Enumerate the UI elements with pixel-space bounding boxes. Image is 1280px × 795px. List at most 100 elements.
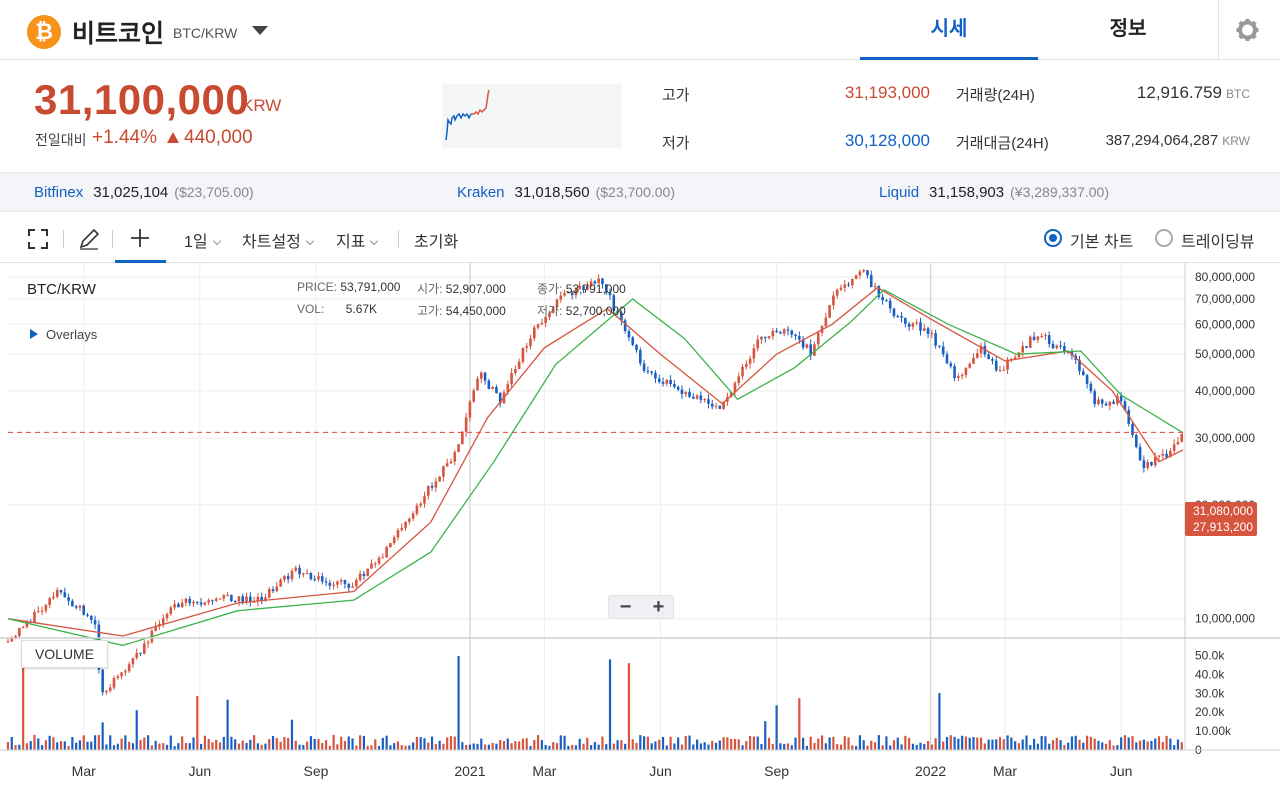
candle-body [854,275,858,279]
volume-bar [434,744,437,750]
volume-bar [983,743,986,750]
volume-bar [385,735,388,750]
volume-bar [230,736,233,750]
candle-body [623,320,627,331]
volume-bar [1157,736,1161,750]
volume-bar [419,737,422,750]
volume-bar [1089,736,1092,750]
candle-body [1180,433,1184,442]
indicators-menu[interactable]: 지표 [336,228,379,252]
x-tick-label: Jun [1110,763,1133,779]
candle-body [665,379,669,384]
candle-body [366,568,369,576]
tradingview-radio[interactable] [1155,229,1173,247]
exchange-kraken[interactable]: Kraken 31,018,560 ($23,700.00) [457,184,676,201]
candle-body [286,576,290,580]
overlays-toggle[interactable]: Overlays [30,327,97,342]
volume-bar [953,736,956,750]
volume-bar [491,742,494,750]
volume-bar [59,741,63,750]
tab-price[interactable]: 시세 [860,0,1038,60]
volume-tick-label: 40.0k [1195,667,1225,681]
y-tick-label: 80,000,000 [1195,270,1255,284]
volume-bar [154,740,157,750]
candle-body [457,444,460,453]
candle-body [582,285,585,290]
candle-body [926,328,930,334]
volume-bar [559,735,562,750]
candle-body [1055,345,1059,349]
candle-body [551,307,555,313]
volume-bar [203,735,206,750]
candle-body [313,579,316,581]
candle-body [832,295,835,306]
candle-body [214,598,218,601]
exchange-bitfinex[interactable]: Bitfinex 31,025,104 ($23,705.00) [34,184,254,201]
candle-body [343,580,347,584]
exchange-liquid[interactable]: Liquid 31,158,903 (¥3,289,337.00) [879,184,1109,201]
volume-bar [370,745,373,750]
volume-tick-label: 20.0k [1195,705,1225,719]
volume-bar [40,745,44,750]
pencil-icon[interactable] [78,228,100,250]
candle-body [245,596,248,603]
volume-bar [942,741,945,750]
candle-body [71,600,74,607]
x-tick-label: Sep [303,763,328,779]
zoom-out-button[interactable]: − [619,596,632,618]
volume-bar [25,743,29,750]
basic-chart-radio[interactable] [1044,229,1062,247]
candle-body [290,570,294,580]
volume-bar [404,745,407,750]
y-tick-label: 30,000,000 [1195,431,1255,445]
settings-button[interactable] [1218,0,1280,60]
basic-chart-label[interactable]: 기본 차트 [1070,234,1134,251]
candle-body [404,521,407,528]
candle-body [816,332,820,345]
volume-bar [677,737,680,750]
candle-body [896,315,900,317]
candle-body [1063,345,1066,352]
volume-bar [56,742,59,750]
volume-bar [256,743,259,750]
volume-bar [332,734,335,750]
volume-bar [548,745,551,750]
candlestick-chart-svg[interactable]: 80,000,000 70,000,000 60,000,000 50,000,000… [0,263,1280,790]
price-chart[interactable]: 80,000,000 70,000,000 60,000,000 50,000,000… [0,263,1280,790]
zoom-in-button[interactable]: + [652,596,665,618]
volume-bar [480,738,483,750]
candle-body [805,344,809,348]
interval-select[interactable]: 1일 [184,228,221,252]
reset-button[interactable]: 초기화 [414,234,459,251]
volume-bar [730,738,733,750]
candle-body [1176,441,1180,445]
candle-body [869,275,873,288]
candle-body [1017,352,1021,358]
volume-bar [749,735,752,750]
candle-body [782,329,786,334]
volume-bar [836,744,839,750]
volume-bar [446,737,449,750]
chart-settings-menu[interactable]: 차트설정 [242,228,315,252]
volume-tick-label: 50.0k [1195,648,1225,662]
candle-body [381,557,385,559]
tab-info[interactable]: 정보 [1109,18,1147,40]
volume-bar [779,743,782,750]
volume-bar [1127,737,1130,750]
fullscreen-icon[interactable] [28,229,48,249]
turnover-value: 387,294,064,287 KRW [1105,132,1250,149]
coin-pair[interactable]: BTC/KRW [173,25,238,41]
tradingview-label[interactable]: 트레이딩뷰 [1181,234,1255,251]
chevron-down-icon[interactable] [252,26,268,35]
coin-name[interactable]: 비트코인 [72,20,165,48]
volume-bar [1123,735,1127,750]
volume-bar [412,742,415,750]
candle-body [279,579,282,587]
crosshair-button[interactable] [115,213,166,263]
volume-bar [684,736,687,750]
candle-body [506,384,510,393]
volume-bar [116,743,119,750]
volume-bar [1108,740,1111,750]
volume-bar [502,741,506,750]
candle-body [1161,453,1165,456]
